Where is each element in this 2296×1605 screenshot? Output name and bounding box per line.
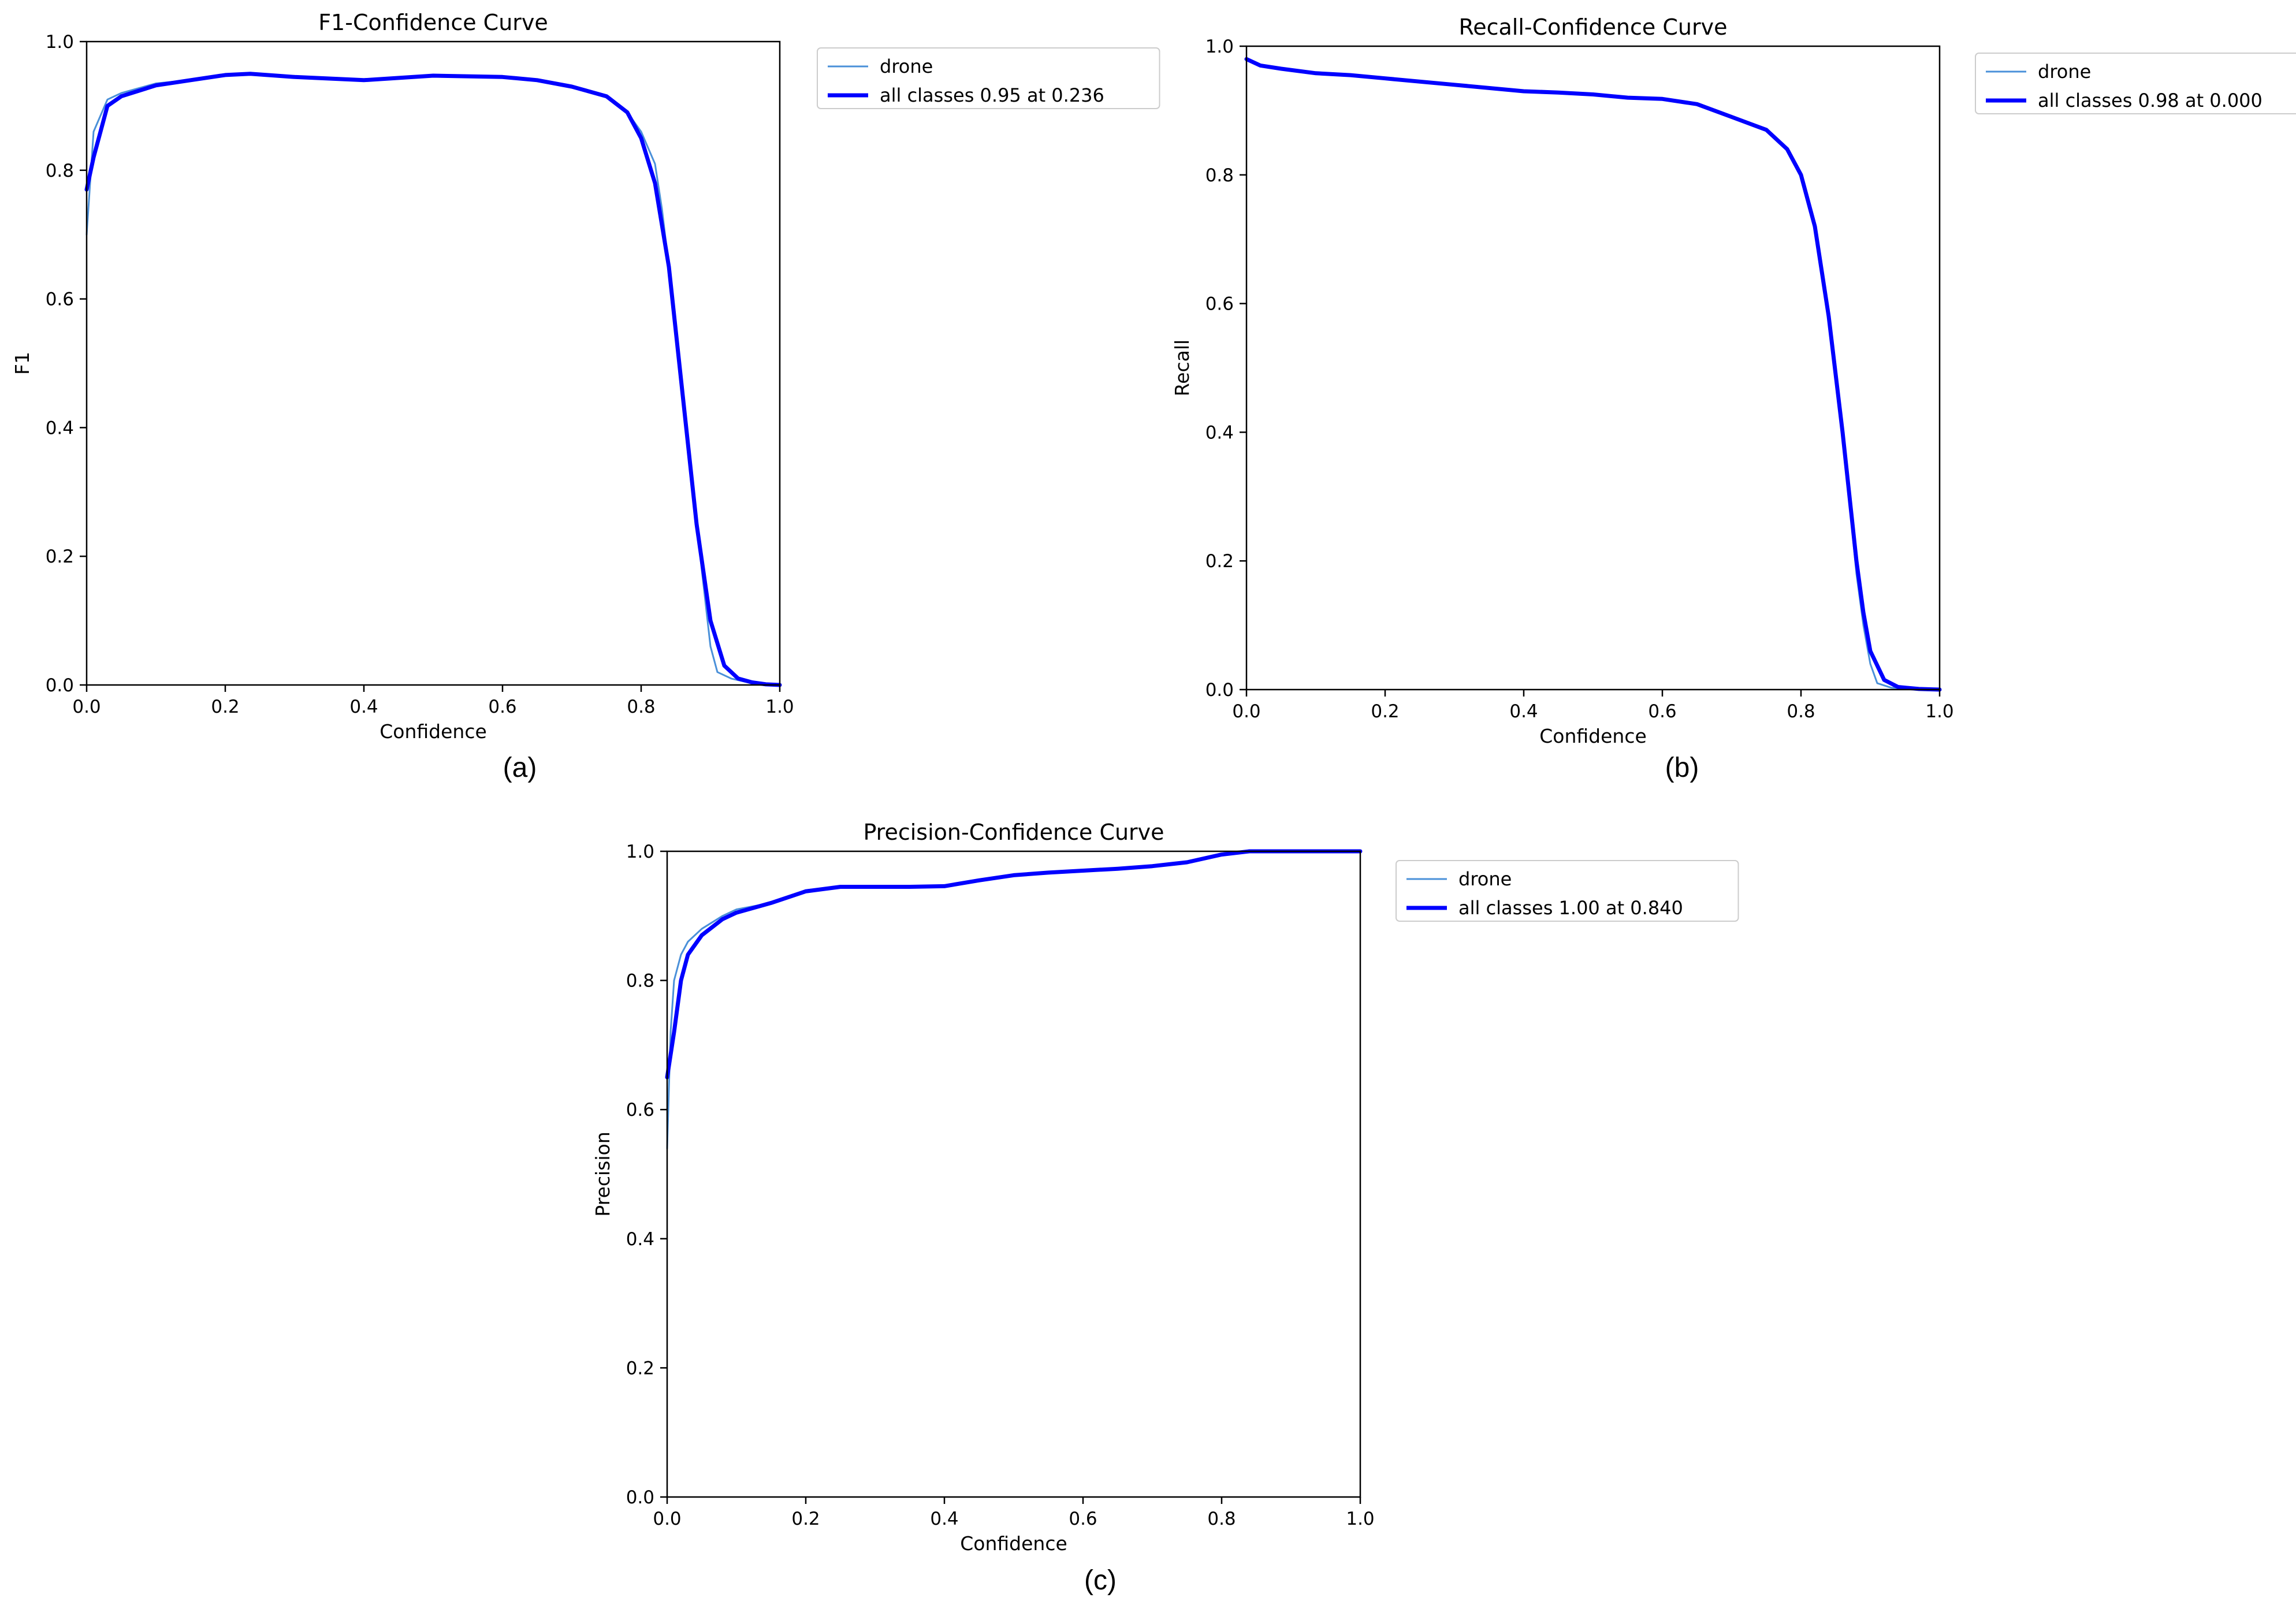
legend-box bbox=[1396, 860, 1739, 922]
y-tick-label: 0.0 bbox=[1205, 680, 1234, 701]
y-tick-label: 0.8 bbox=[1205, 165, 1234, 186]
x-tick-label: 1.0 bbox=[1925, 701, 1953, 722]
legend-box bbox=[817, 47, 1160, 109]
y-axis-label: Precision bbox=[591, 1131, 614, 1216]
y-tick-label: 0.0 bbox=[626, 1487, 654, 1508]
x-tick-label: 0.2 bbox=[791, 1509, 820, 1529]
y-tick-label: 0.0 bbox=[46, 675, 74, 696]
x-tick-label: 0.6 bbox=[1648, 701, 1676, 722]
x-tick-label: 0.8 bbox=[1207, 1509, 1236, 1529]
y-tick-label: 0.6 bbox=[626, 1100, 654, 1120]
y-tick-label: 0.2 bbox=[1205, 551, 1234, 572]
plot-frame bbox=[1245, 45, 1941, 691]
x-tick-label: 0.8 bbox=[1787, 701, 1815, 722]
y-tick-label: 0.6 bbox=[1205, 294, 1234, 315]
y-tick-label: 1.0 bbox=[46, 32, 74, 53]
legend-label: drone bbox=[1458, 868, 1512, 890]
y-tick-label: 0.2 bbox=[46, 546, 74, 567]
legend: drone all classes 0.95 at 0.236 bbox=[817, 47, 1160, 109]
y-tick-label: 1.0 bbox=[1205, 36, 1234, 57]
x-tick-label: 0.6 bbox=[1069, 1509, 1097, 1529]
legend-label: all classes 0.98 at 0.000 bbox=[2038, 90, 2262, 111]
x-tick-label: 0.6 bbox=[488, 697, 516, 717]
chart-panel-b: Recall-Confidence Curve 0.0 0.2 0.4 0.6 0.8 1.… bbox=[1171, 14, 2296, 783]
series-all-classes-line bbox=[1244, 57, 1942, 692]
legend-box bbox=[1975, 53, 2296, 114]
legend: drone all classes 0.98 at 0.000 bbox=[1975, 53, 2296, 114]
x-tick-label: 0.0 bbox=[1232, 701, 1260, 722]
y-tick-label: 0.8 bbox=[626, 971, 654, 992]
chart-title: F1-Confidence Curve bbox=[318, 10, 548, 35]
y-tick-label: 0.6 bbox=[46, 289, 74, 310]
x-tick-label: 1.0 bbox=[765, 697, 794, 717]
y-tick-label: 0.2 bbox=[626, 1358, 654, 1379]
chart-title: Precision-Confidence Curve bbox=[863, 820, 1164, 845]
legend-label: all classes 0.95 at 0.236 bbox=[880, 84, 1104, 106]
y-tick-label: 0.4 bbox=[1205, 422, 1234, 443]
legend: drone all classes 1.00 at 0.840 bbox=[1396, 860, 1739, 922]
x-tick-label: 0.4 bbox=[1509, 701, 1538, 722]
legend-label: drone bbox=[2038, 61, 2091, 83]
x-tick-label: 1.0 bbox=[1346, 1509, 1374, 1529]
y-axis-label: Recall bbox=[1171, 340, 1193, 396]
panel-caption: (c) bbox=[1084, 1565, 1117, 1596]
panel-caption: (b) bbox=[1665, 753, 1699, 783]
x-axis-label: Confidence bbox=[960, 1532, 1067, 1555]
x-tick-label: 0.8 bbox=[627, 697, 655, 717]
panel-caption: (a) bbox=[503, 753, 537, 783]
plot-frame bbox=[85, 40, 781, 686]
y-axis-label: F1 bbox=[11, 352, 34, 375]
y-tick-label: 0.8 bbox=[46, 161, 74, 181]
x-tick-label: 0.0 bbox=[653, 1509, 681, 1529]
x-tick-label: 0.2 bbox=[1371, 701, 1399, 722]
x-axis-label: Confidence bbox=[379, 720, 487, 743]
chart-panel-a: F1-Confidence Curve 0.0 0.2 0.4 0.6 0.8 1.0 0.0… bbox=[11, 10, 1160, 783]
series-all-classes-line bbox=[84, 72, 782, 687]
y-tick-label: 1.0 bbox=[626, 841, 654, 862]
x-tick-label: 0.2 bbox=[211, 697, 239, 717]
x-axis-label: Confidence bbox=[1539, 725, 1647, 747]
y-tick-label: 0.4 bbox=[46, 418, 74, 438]
series-all-classes-line bbox=[665, 849, 1363, 1079]
legend-label: drone bbox=[880, 55, 933, 77]
legend-label: all classes 1.00 at 0.840 bbox=[1458, 897, 1683, 919]
x-tick-label: 0.0 bbox=[72, 697, 101, 717]
y-tick-label: 0.4 bbox=[626, 1229, 654, 1250]
x-tick-label: 0.4 bbox=[930, 1509, 958, 1529]
plot-frame bbox=[666, 850, 1361, 1498]
x-tick-label: 0.4 bbox=[349, 697, 378, 717]
chart-title: Recall-Confidence Curve bbox=[1459, 14, 1728, 40]
chart-panel-c: Precision-Confidence Curve 0.0 0.2 0.4 0.6 0.… bbox=[591, 820, 1739, 1596]
